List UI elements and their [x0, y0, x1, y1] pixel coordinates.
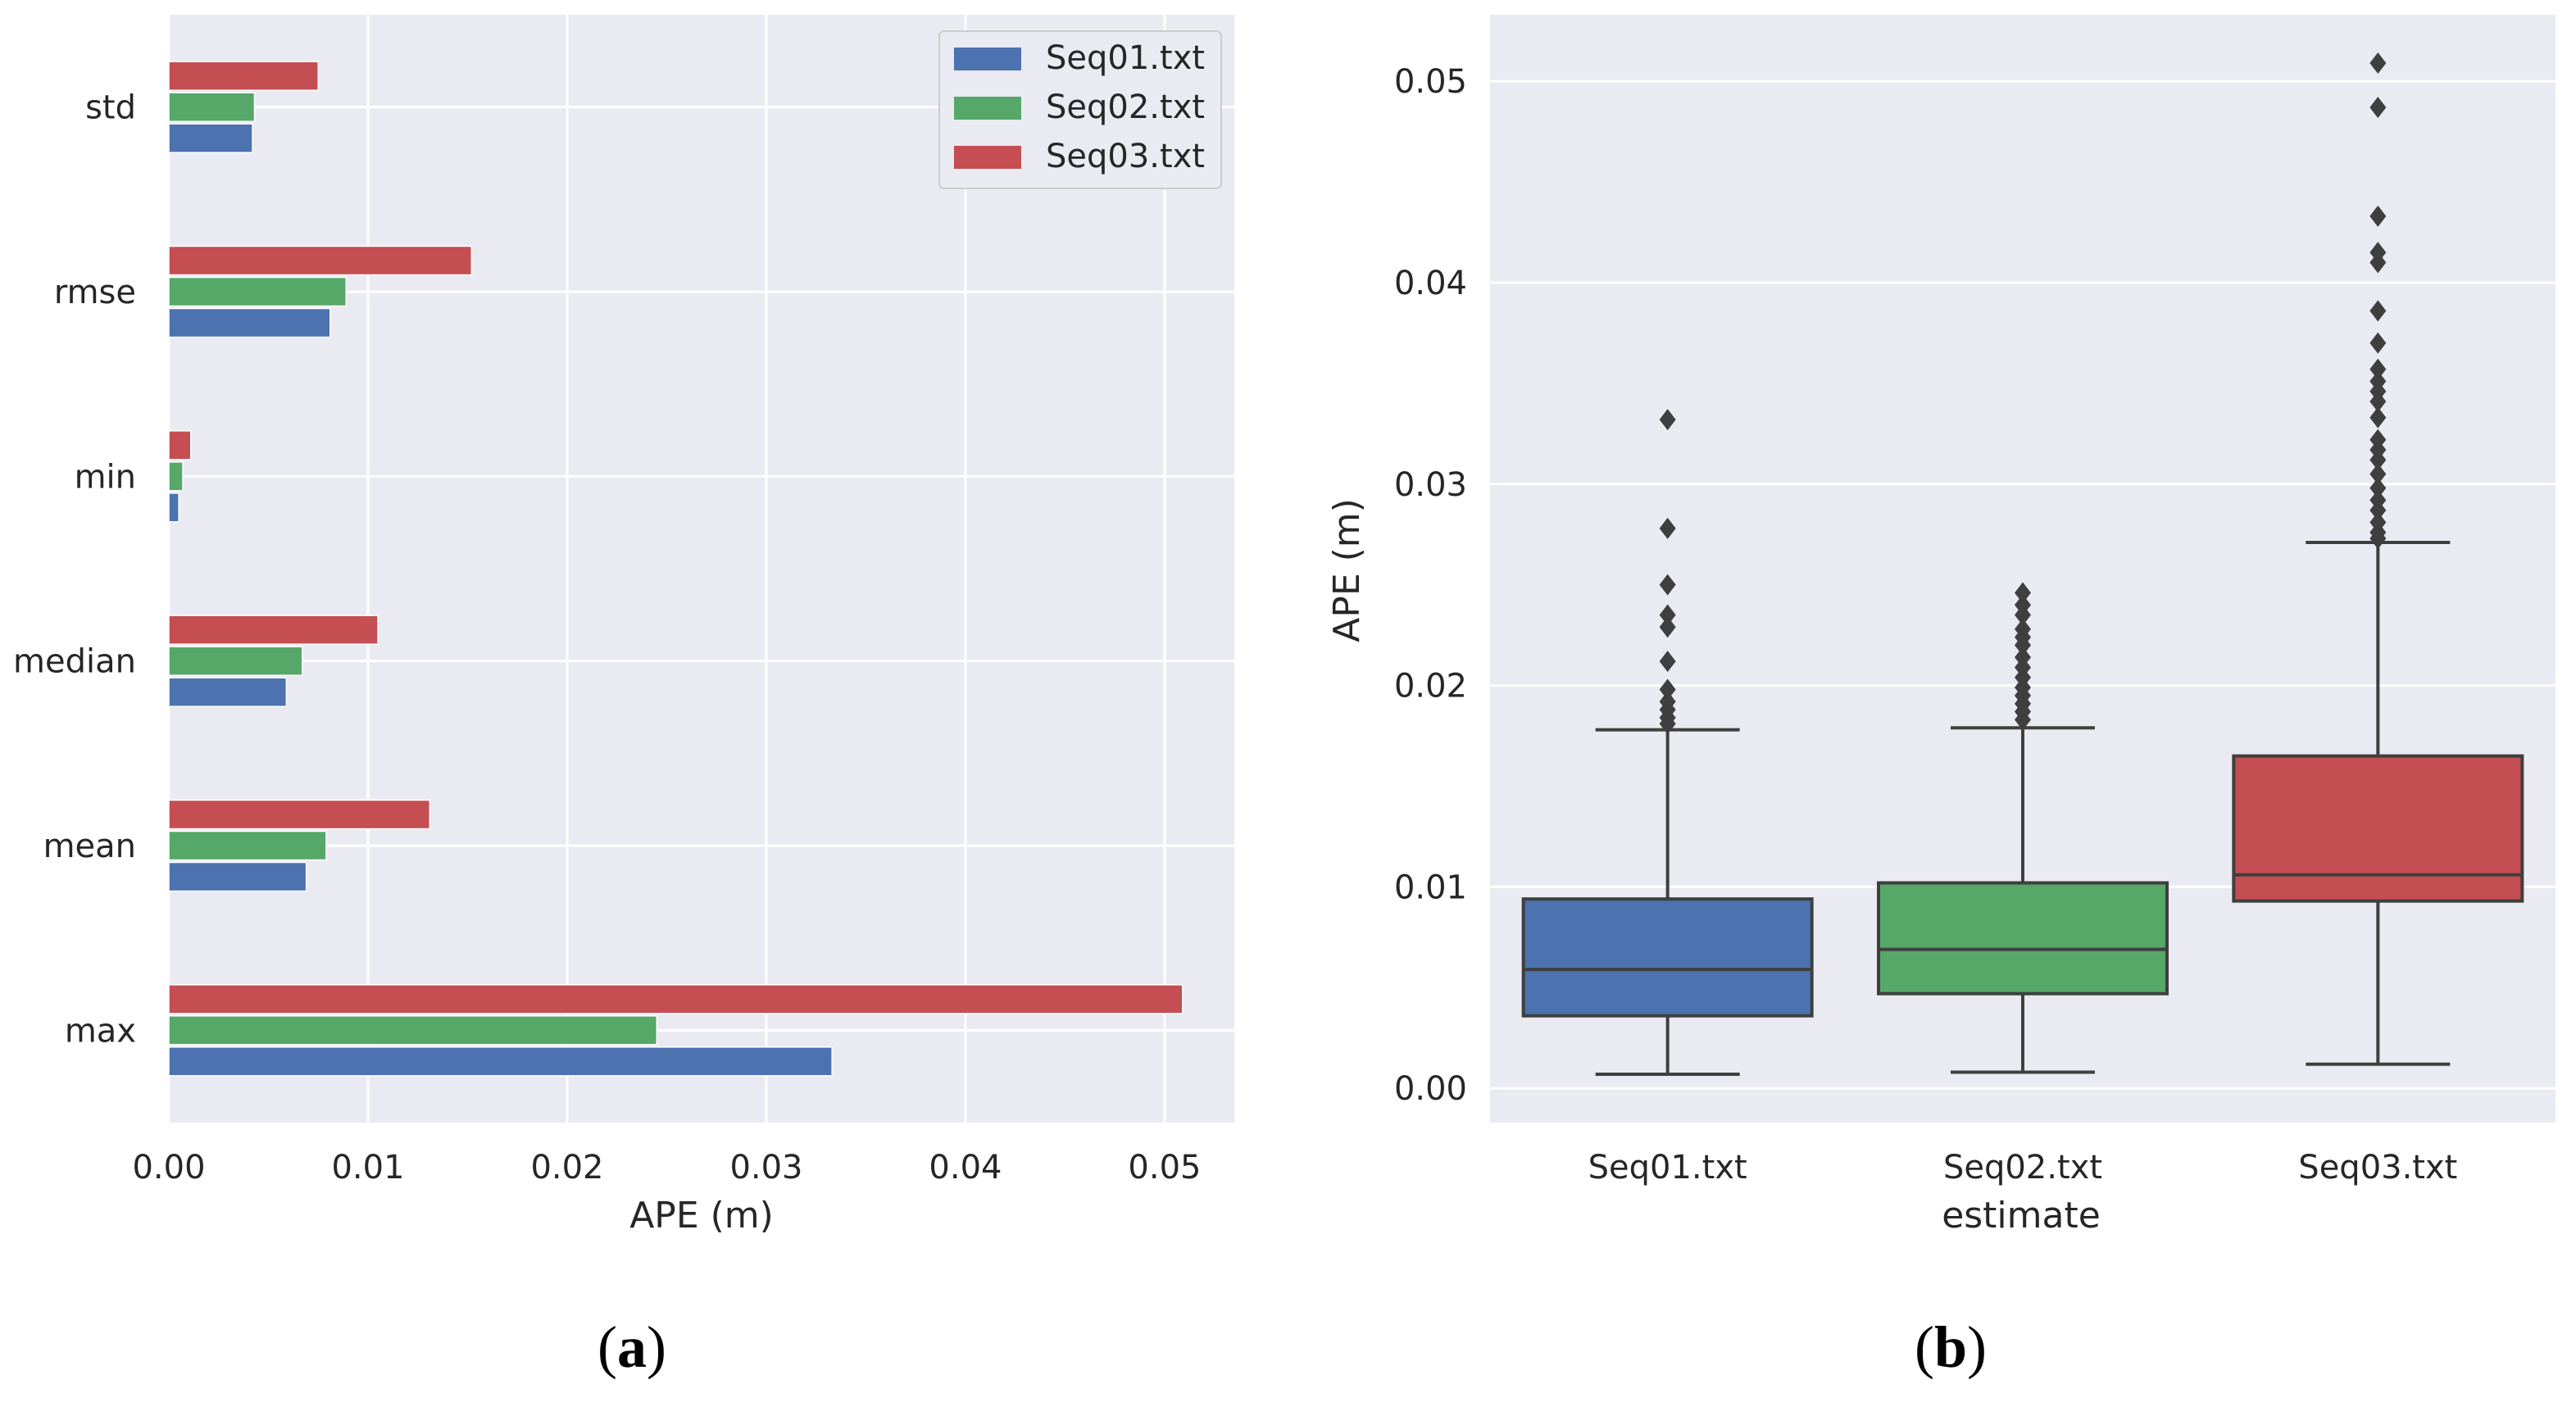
panel-b-box-plot: 0.00 0.01 0.02 0.03 0.04 0.05 Seq01.txt Seq02.…: [1326, 15, 2556, 1380]
bar-rmse-seq02: [168, 276, 348, 307]
outlier-point-seq02: [2015, 709, 2031, 731]
outlier-point-seq03: [2369, 449, 2387, 471]
panel-a-x-tick-label: 0.04: [929, 1149, 1002, 1186]
iqr-box-seq01: [1521, 897, 1814, 1018]
panel-b-x-tick-label: Seq02.txt: [1943, 1149, 2102, 1186]
outlier-point-seq01: [1659, 604, 1676, 626]
bar-rmse-seq01: [168, 307, 331, 338]
panel-a-x-tick-label: 0.03: [729, 1149, 802, 1186]
outlier-point-seq03: [2369, 528, 2387, 550]
outlier-point-seq03: [2369, 358, 2387, 380]
panel-b-x-axis-label: estimate: [1942, 1195, 2101, 1236]
box-seq01: [1521, 409, 1814, 1077]
outlier-point-seq03: [2369, 52, 2387, 74]
outlier-point-seq03: [2369, 499, 2387, 521]
legend-label: Seq01.txt: [1046, 39, 1205, 77]
box-seq02: [1877, 582, 2169, 1074]
bar-mean-seq03: [168, 799, 431, 830]
panel-b-y-tick-label: 0.00: [1394, 1070, 1467, 1108]
outlier-point-seq01: [1659, 678, 1676, 701]
panel-a-x-tick-label: 0.02: [530, 1149, 603, 1186]
outlier-point-seq03: [2369, 390, 2387, 412]
outlier-point-seq03: [2369, 477, 2387, 499]
bar-max-seq03: [168, 984, 1184, 1014]
panel-a-x-axis-label: APE (m): [629, 1195, 774, 1236]
bar-median-seq02: [168, 646, 303, 676]
panel-b-y-tick-label: 0.03: [1394, 466, 1467, 504]
bar-min-seq03: [168, 430, 192, 461]
panel-b-x-tick-label: Seq03.txt: [2298, 1149, 2457, 1186]
panel-a-y-tick-label: median: [13, 643, 136, 681]
outlier-point-seq01: [1659, 409, 1676, 431]
outlier-point-seq03: [2369, 97, 2387, 119]
panel-a-background: [169, 15, 1234, 1123]
bar-std-seq01: [168, 123, 253, 153]
outlier-point-seq03: [2369, 205, 2387, 227]
panel-a-x-tick-label: 0.00: [132, 1149, 205, 1186]
legend-swatch-seq03: [954, 146, 1021, 169]
panel-b-y-tick-label: 0.01: [1394, 869, 1467, 906]
outlier-point-seq03: [2369, 300, 2387, 322]
outlier-point-seq02: [2015, 604, 2031, 626]
panel-a-x-tick-label: 0.01: [331, 1149, 404, 1186]
bar-rmse-seq03: [168, 245, 473, 276]
panel-a-x-tick-label: 0.05: [1128, 1149, 1201, 1186]
panel-a-y-tick-label: max: [65, 1012, 136, 1050]
bar-max-seq01: [168, 1046, 833, 1077]
outlier-point-seq01: [1659, 651, 1676, 673]
bar-min-seq01: [168, 492, 179, 523]
outlier-point-seq01: [1659, 574, 1676, 596]
bar-median-seq03: [168, 615, 379, 645]
legend-label: Seq03.txt: [1046, 138, 1205, 175]
bar-max-seq02: [168, 1015, 658, 1046]
panel-a-y-tick-label: rmse: [54, 274, 136, 311]
bar-mean-seq02: [168, 830, 327, 861]
outlier-point-seq01: [1659, 517, 1676, 539]
panel-a-bar-chart: std rmse min median mean max 0.00 0.01 0.02 0.03…: [13, 15, 1234, 1380]
panel-b-y-tick-label: 0.04: [1394, 265, 1467, 302]
outlier-point-seq02: [2015, 582, 2031, 604]
bar-min-seq02: [168, 461, 184, 492]
outlier-point-seq03: [2369, 406, 2387, 429]
panel-b-y-tick-label: 0.02: [1394, 668, 1467, 706]
panel-a-y-tick-label: std: [85, 89, 136, 127]
legend: Seq01.txt Seq02.txt Seq03.txt: [938, 30, 1222, 189]
bar-mean-seq01: [168, 861, 307, 892]
outlier-point-seq03: [2369, 463, 2387, 485]
outlier-point-seq03: [2369, 332, 2387, 354]
outlier-point-seq03: [2369, 252, 2387, 274]
panel-b-y-tick-label: 0.05: [1394, 63, 1467, 101]
outlier-point-seq02: [2015, 634, 2031, 656]
panel-b-y-axis-label: APE (m): [1326, 498, 1368, 642]
bar-median-seq01: [168, 677, 288, 707]
panel-a-label: (a): [597, 1314, 666, 1380]
iqr-box-seq03: [2232, 754, 2524, 903]
outlier-point-seq01: [1659, 616, 1676, 638]
outlier-point-seq01: [1659, 713, 1676, 735]
panel-b-x-tick-label: Seq01.txt: [1588, 1149, 1747, 1186]
panel-a-y-tick-label: min: [75, 458, 136, 496]
panel-b-label: (b): [1915, 1314, 1987, 1380]
legend-swatch-seq01: [954, 48, 1021, 70]
legend-swatch-seq02: [954, 97, 1021, 120]
legend-label: Seq02.txt: [1046, 88, 1205, 126]
iqr-box-seq02: [1877, 881, 2169, 996]
panel-a-y-tick-label: mean: [43, 828, 136, 865]
bar-std-seq03: [168, 61, 319, 91]
bar-std-seq02: [168, 92, 256, 122]
box-seq03: [2232, 52, 2524, 1066]
